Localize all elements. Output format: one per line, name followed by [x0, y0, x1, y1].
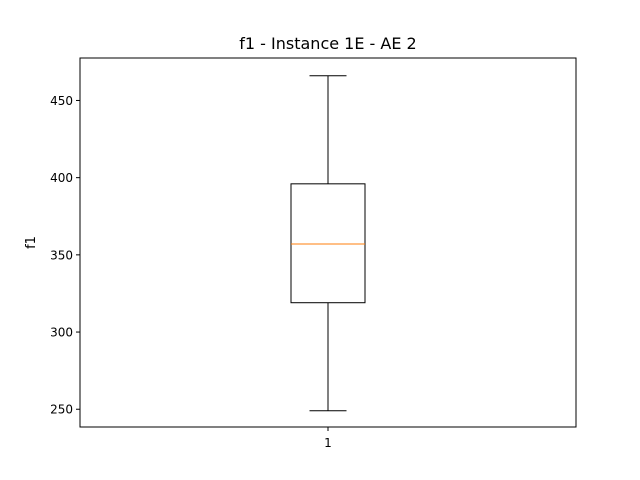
- y-tick-label: 250: [50, 403, 73, 417]
- interquartile-box: [290, 183, 366, 304]
- y-tick-label: 300: [50, 326, 73, 340]
- y-tick-label: 450: [50, 94, 73, 108]
- x-tick-label: 1: [324, 436, 332, 450]
- y-tick-label: 350: [50, 248, 73, 262]
- axes-frame: [79, 57, 577, 428]
- plot-area: 250 300 350 400 450 1: [50, 75, 366, 450]
- y-tick-label: 400: [50, 171, 73, 185]
- y-axis-label: f1: [24, 236, 39, 249]
- chart-title: f1 - Instance 1E - AE 2: [239, 34, 416, 53]
